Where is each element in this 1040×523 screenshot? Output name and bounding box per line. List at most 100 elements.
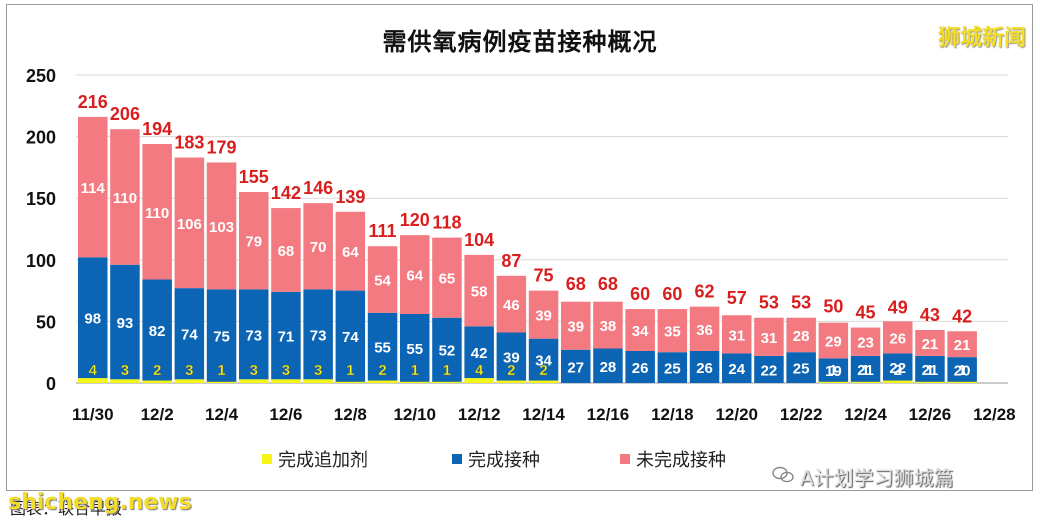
bar-full xyxy=(400,314,430,382)
bar-full xyxy=(818,358,849,382)
bar-unvaccinated xyxy=(722,315,752,354)
total-label: 146 xyxy=(303,178,333,198)
data-label-booster: 2 xyxy=(539,362,547,379)
watermark-logo: 狮城新闻 xyxy=(937,26,1026,51)
data-label-booster: 4 xyxy=(475,362,484,379)
bar-unvaccinated xyxy=(528,290,559,339)
data-label-full: 55 xyxy=(374,340,391,357)
data-label-full: 71 xyxy=(278,329,295,346)
data-label-unvaccinated: 39 xyxy=(535,308,552,325)
bar-unvaccinated xyxy=(496,275,527,333)
total-label: 42 xyxy=(952,306,972,326)
bar-full xyxy=(850,355,881,382)
total-label: 68 xyxy=(598,274,618,294)
total-label: 104 xyxy=(464,230,494,250)
data-label-unvaccinated: 39 xyxy=(567,319,584,336)
bar-full xyxy=(367,312,398,381)
bar-unvaccinated xyxy=(367,246,398,313)
total-label: 57 xyxy=(727,288,747,308)
x-tick-label: 12/28 xyxy=(973,405,1016,424)
x-tick-label: 12/4 xyxy=(205,405,239,424)
footer-site: shicheng.news xyxy=(8,490,192,515)
bar-full xyxy=(174,288,205,380)
data-label-unvaccinated: 54 xyxy=(374,273,391,290)
bar-full xyxy=(722,353,752,383)
bar-unvaccinated xyxy=(850,327,881,356)
bar-unvaccinated xyxy=(947,331,977,358)
data-label-unvaccinated: 68 xyxy=(278,243,295,260)
data-label-unvaccinated: 21 xyxy=(922,336,939,353)
bar-unvaccinated xyxy=(110,129,140,265)
x-tick-label: 12/10 xyxy=(393,405,436,424)
x-tick-label: 12/20 xyxy=(715,405,758,424)
bar-full xyxy=(239,289,269,380)
bar-booster xyxy=(110,379,140,383)
bar-full xyxy=(689,350,720,383)
data-label-full: 34 xyxy=(535,353,552,370)
bar-booster xyxy=(271,379,301,383)
total-label: 118 xyxy=(432,213,461,233)
bar-full xyxy=(883,353,913,381)
bar-unvaccinated xyxy=(625,309,655,351)
bar-unvaccinated xyxy=(78,116,108,258)
bar-booster xyxy=(142,380,172,383)
data-label-full: 21 xyxy=(922,362,939,379)
bar-full xyxy=(432,317,462,382)
bar-unvaccinated xyxy=(593,301,623,349)
bar-unvaccinated xyxy=(335,211,366,291)
data-label-full: 20 xyxy=(954,362,971,379)
legend-item-full: 完成接种 xyxy=(452,446,540,472)
x-tick-label: 12/18 xyxy=(651,405,694,424)
data-label-booster: 3 xyxy=(250,362,258,379)
bar-full xyxy=(593,348,623,383)
bar-unvaccinated xyxy=(271,208,301,292)
data-label-full: 21 xyxy=(857,362,874,379)
y-tick-label: 250 xyxy=(26,66,56,86)
data-label-unvaccinated: 64 xyxy=(342,244,359,261)
total-label: 45 xyxy=(856,303,876,323)
data-label-full: 27 xyxy=(567,359,584,376)
bar-full xyxy=(271,291,301,380)
data-label-unvaccinated: 38 xyxy=(600,318,617,335)
bar-unvaccinated xyxy=(818,322,849,359)
data-label-full: 22 xyxy=(761,362,778,379)
bar-full xyxy=(786,352,816,383)
bar-unvaccinated xyxy=(206,162,237,290)
total-label: 216 xyxy=(78,92,108,112)
data-label-full: 19 xyxy=(825,363,842,380)
legend-item-unvaccinated: 未完成接种 xyxy=(620,446,726,472)
data-label-unvaccinated: 29 xyxy=(825,333,842,350)
wechat-icon xyxy=(772,466,794,483)
data-label-booster: 3 xyxy=(314,362,322,379)
data-label-full: 39 xyxy=(503,350,520,367)
total-label: 179 xyxy=(207,137,237,157)
x-tick-label: 12/6 xyxy=(269,405,302,424)
data-label-unvaccinated: 36 xyxy=(696,322,713,339)
total-label: 194 xyxy=(142,119,172,139)
data-label-booster: 2 xyxy=(153,362,161,379)
data-label-booster: 1 xyxy=(958,362,966,379)
data-label-full: 82 xyxy=(149,323,166,340)
data-label-booster: 4 xyxy=(89,362,98,379)
bar-booster xyxy=(464,378,494,383)
bar-unvaccinated xyxy=(657,309,688,353)
bar-unvaccinated xyxy=(754,317,784,356)
bar-full xyxy=(206,289,237,382)
total-label: 155 xyxy=(239,167,269,187)
total-label: 50 xyxy=(823,296,843,316)
y-tick-label: 0 xyxy=(46,374,56,394)
total-label: 87 xyxy=(501,251,521,271)
total-label: 68 xyxy=(566,274,586,294)
y-tick-label: 150 xyxy=(26,189,56,209)
data-label-booster: 2 xyxy=(378,362,386,379)
bar-unvaccinated xyxy=(561,301,591,350)
bar-unvaccinated xyxy=(303,203,333,290)
total-label: 62 xyxy=(695,282,715,302)
data-label-full: 28 xyxy=(600,359,617,376)
data-label-unvaccinated: 114 xyxy=(81,180,106,197)
y-tick-label: 50 xyxy=(36,312,56,332)
data-label-booster: 1 xyxy=(443,362,451,379)
bar-booster xyxy=(78,378,108,383)
data-label-unvaccinated: 28 xyxy=(793,328,810,345)
